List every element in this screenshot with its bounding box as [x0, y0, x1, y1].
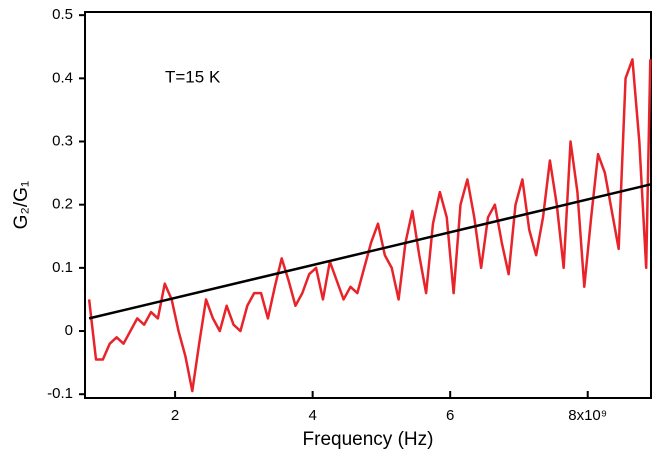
data-line	[88, 183, 651, 320]
y-tick-label: -0.1	[47, 385, 73, 402]
y-tick-label: 0.5	[52, 6, 73, 23]
x-tick-label: 4	[308, 407, 316, 424]
data-line	[87, 58, 652, 393]
x-tick-label: 2	[171, 407, 179, 424]
y-axis-label: G₂/G₁	[11, 181, 32, 230]
y-tick-label: 0.3	[52, 132, 73, 149]
y-tick-label: 0.2	[52, 196, 73, 213]
y-tick-label: 0.1	[52, 259, 73, 276]
x-axis-label: Frequency (Hz)	[303, 429, 434, 450]
x-tick-label: 8x10⁹	[568, 407, 607, 424]
y-tick-label: 0.4	[52, 69, 73, 86]
annotation: T=15 K	[165, 67, 221, 86]
y-tick-label: 0	[65, 322, 73, 339]
x-tick-label: 6	[446, 407, 454, 424]
